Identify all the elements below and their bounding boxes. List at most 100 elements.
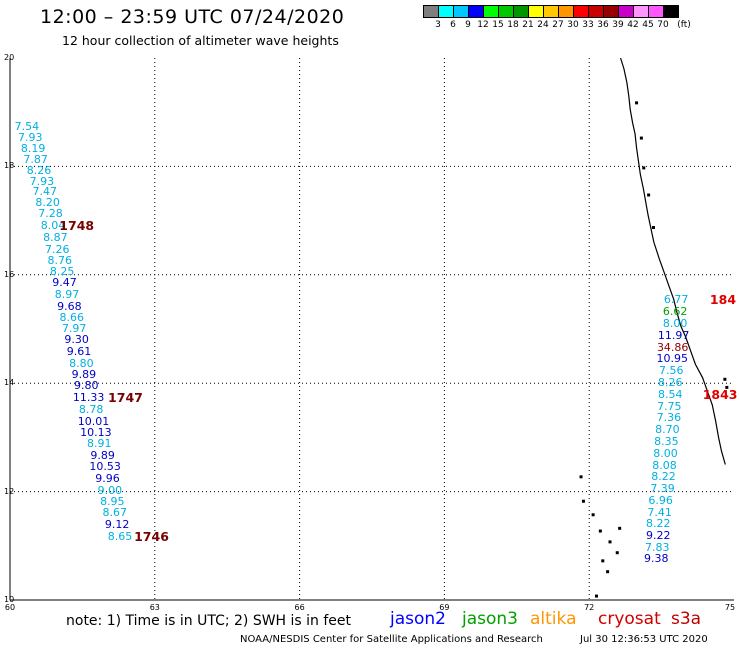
coast-detail bbox=[725, 385, 729, 389]
wave-height-value: 7.93 bbox=[29, 174, 55, 188]
coast-detail bbox=[639, 136, 643, 140]
longitude-label: 75 bbox=[724, 603, 736, 612]
scale-label: 9 bbox=[465, 20, 471, 30]
pass-time-label: 1843 bbox=[702, 386, 738, 402]
coast-detail bbox=[642, 166, 646, 170]
island-mark bbox=[591, 513, 595, 517]
wave-height-value: 8.76 bbox=[47, 254, 72, 268]
wave-height-value: 7.26 bbox=[45, 243, 70, 257]
island-mark bbox=[598, 529, 602, 533]
scale-label: 27 bbox=[552, 20, 564, 30]
latitude-label: 12 bbox=[4, 486, 15, 496]
wave-height-value: 7.54 bbox=[14, 120, 40, 134]
wave-height-value: 8.35 bbox=[654, 434, 679, 448]
longitude-label: 69 bbox=[439, 603, 450, 612]
scale-label: 15 bbox=[492, 20, 504, 30]
wave-height-value: 8.67 bbox=[102, 506, 127, 520]
wave-height-value: 11.33 bbox=[72, 391, 105, 405]
wave-height-value: 6.96 bbox=[648, 493, 673, 507]
wave-height-value: 8.54 bbox=[658, 387, 683, 401]
wave-height-value: 9.89 bbox=[90, 448, 115, 462]
wave-height-value: 8.97 bbox=[54, 287, 80, 301]
coast-detail bbox=[635, 101, 639, 105]
wave-height-value: 8.87 bbox=[43, 230, 68, 244]
coastline-path bbox=[620, 57, 726, 465]
wave-height-value: 7.36 bbox=[656, 410, 682, 424]
wave-height-value: 7.39 bbox=[650, 481, 675, 495]
color-scale-labels: 3 6 9 12 15 18 21 24 27 30 33 36 39 42 45 70 (ft) bbox=[423, 20, 740, 34]
wave-height-value: 8.26 bbox=[658, 376, 683, 390]
generation-timestamp: Jul 30 12:36:53 UTC 2020 bbox=[580, 634, 708, 645]
wave-height-value: 9.12 bbox=[104, 517, 130, 531]
scale-label: 24 bbox=[537, 20, 549, 30]
wave-height-value: 8.22 bbox=[651, 469, 676, 483]
units-note: note: 1) Time is in UTC; 2) SWH is in fe… bbox=[66, 613, 352, 629]
scale-label: 42 bbox=[627, 20, 639, 30]
scale-label: 12 bbox=[477, 20, 489, 30]
wave-height-value: 10.95 bbox=[656, 352, 688, 366]
wave-height-value: 8.80 bbox=[69, 356, 94, 370]
wave-height-value: 8.25 bbox=[49, 265, 75, 279]
coastline bbox=[620, 57, 729, 465]
coast-detail bbox=[651, 226, 655, 230]
scale-label: 70 bbox=[657, 20, 669, 30]
island-mark bbox=[606, 570, 610, 574]
wave-height-value: 9.47 bbox=[52, 276, 77, 290]
map-title: 12:00 – 23:59 UTC 07/24/2020 bbox=[40, 6, 345, 28]
island-mark bbox=[601, 559, 605, 563]
longitude-label: 63 bbox=[149, 603, 160, 612]
legend-cryosat: cryosat bbox=[598, 609, 661, 629]
wave-height-value: 7.93 bbox=[18, 131, 43, 145]
wave-height-value: 8.00 bbox=[662, 316, 688, 330]
scale-label: (ft) bbox=[677, 20, 691, 30]
wave-height-value: 11.97 bbox=[657, 328, 690, 342]
wave-height-value: 8.70 bbox=[655, 422, 680, 436]
wave-height-value: 8.20 bbox=[35, 196, 60, 210]
scale-label: 30 bbox=[567, 20, 579, 30]
longitude-label: 66 bbox=[294, 603, 305, 612]
coast-detail bbox=[723, 377, 727, 381]
wave-height-value: 9.00 bbox=[97, 483, 123, 497]
scale-label: 33 bbox=[582, 20, 594, 30]
island-mark bbox=[594, 594, 598, 598]
scale-label: 39 bbox=[612, 20, 624, 30]
latitude-label: 16 bbox=[4, 269, 15, 279]
longitude-label: 60 bbox=[4, 603, 16, 612]
latitude-label: 14 bbox=[4, 378, 15, 388]
wave-height-value: 9.96 bbox=[95, 471, 120, 485]
legend-jason2: jason2 bbox=[390, 609, 446, 629]
island-mark bbox=[618, 526, 622, 530]
longitude-label: 72 bbox=[584, 603, 595, 612]
legend-jason3: jason3 bbox=[462, 609, 518, 629]
island-mark bbox=[581, 499, 585, 503]
wave-height-value: 7.41 bbox=[647, 505, 672, 519]
wave-height-value: 9.30 bbox=[64, 333, 89, 347]
wave-height-value: 10.01 bbox=[77, 414, 110, 428]
wave-height-value: 9.38 bbox=[644, 552, 669, 566]
wave-height-value: 9.61 bbox=[66, 345, 92, 359]
coast-detail bbox=[647, 193, 651, 197]
wave-height-value: 8.08 bbox=[652, 458, 677, 472]
credit-text: NOAA/NESDIS Center for Satellite Applica… bbox=[240, 634, 543, 645]
wave-height-value: 9.22 bbox=[645, 529, 671, 543]
scale-swatch bbox=[663, 5, 679, 18]
wave-height-value: 8.22 bbox=[645, 517, 671, 531]
scale-label: 36 bbox=[597, 20, 609, 30]
wave-height-value: 7.97 bbox=[61, 322, 87, 335]
wave-height-value: 8.65 bbox=[107, 529, 133, 543]
pass-time-label: 1748 bbox=[59, 218, 95, 234]
latitude-label: 20 bbox=[4, 53, 15, 62]
wave-height-value: 7.83 bbox=[645, 540, 670, 554]
latitude-label: 10 bbox=[4, 595, 15, 604]
map-border bbox=[9, 58, 734, 601]
wave-height-value: 7.56 bbox=[659, 364, 684, 378]
wave-height-value: 34.86 bbox=[656, 340, 689, 354]
wave-height-value: 6.62 bbox=[662, 304, 688, 318]
wave-height-value: 8.04 bbox=[40, 219, 66, 233]
island-dots bbox=[579, 475, 622, 598]
wave-height-value: 8.26 bbox=[26, 163, 52, 177]
wave-height-value: 9.89 bbox=[71, 368, 97, 382]
wave-height-value: 7.28 bbox=[38, 207, 63, 221]
legend-s3a: s3a bbox=[671, 609, 702, 629]
pass-time-label: 184 bbox=[709, 292, 737, 308]
